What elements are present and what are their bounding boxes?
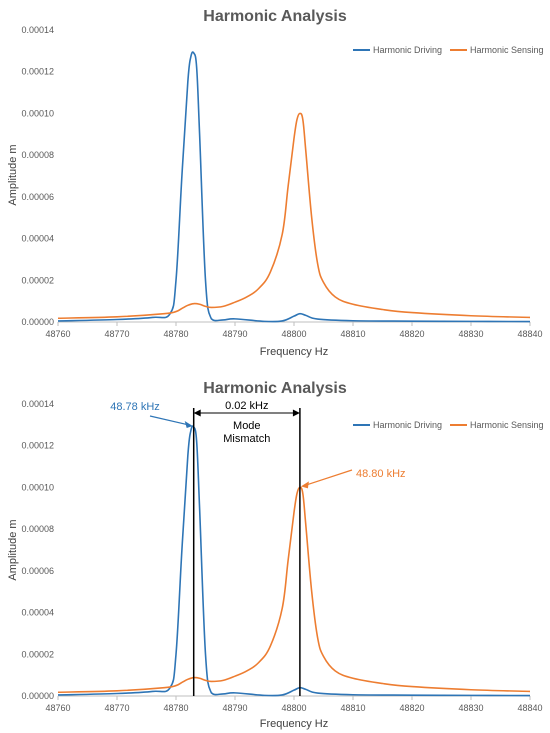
x-tick-label: 48840	[517, 703, 542, 713]
y-tick-label: 0.00012	[21, 67, 54, 77]
chart-bottom-legend: Harmonic Driving Harmonic Sensing	[353, 420, 544, 430]
mismatch-text-line1: Mode	[233, 420, 261, 432]
y-tick-label: 0.00006	[21, 192, 54, 202]
chart-bottom-x-axis-title: Frequency Hz	[260, 718, 328, 730]
x-tick-label: 48760	[45, 703, 70, 713]
chart-bottom-legend-label-driving: Harmonic Driving	[373, 420, 442, 430]
y-tick-label: 0.00004	[21, 234, 54, 244]
peak-sensing-pointer	[304, 469, 353, 486]
y-tick-label: 0.00004	[21, 608, 54, 618]
chart-bottom-title: Harmonic Analysis	[203, 380, 347, 397]
x-tick-label: 48810	[340, 703, 365, 713]
chart-top-y-ticks: 0.00000 0.00002 0.00004 0.00006 0.00008 0.000…	[21, 25, 54, 327]
series-line-harmonic-sensing	[57, 112, 531, 320]
chart-bottom-x-ticks: 48760 48770 48780 48790 48800 48810 48820 48830…	[45, 696, 543, 713]
x-tick-label: 48780	[163, 329, 188, 339]
chart-top: Harmonic Analysis Frequency Hz Amplitude…	[7, 8, 544, 358]
x-tick-label: 48820	[399, 329, 424, 339]
x-tick-label: 48830	[458, 703, 483, 713]
x-tick-label: 48770	[104, 329, 129, 339]
x-tick-label: 48790	[222, 329, 247, 339]
y-tick-label: 0.00010	[21, 108, 54, 118]
chart-bottom-y-axis-title: Amplitude m	[7, 519, 19, 580]
x-tick-label: 48770	[104, 703, 129, 713]
y-tick-label: 0.00012	[21, 441, 54, 451]
mismatch-value-label: 0.02 kHz	[225, 400, 268, 412]
chart-bottom-legend-label-sensing: Harmonic Sensing	[470, 420, 544, 430]
mismatch-arrowhead-right-icon	[292, 409, 300, 417]
peak-sensing-arrowhead-icon	[300, 481, 309, 489]
chart-top-legend: Harmonic Driving Harmonic Sensing	[353, 45, 544, 55]
y-tick-label: 0.00000	[21, 691, 54, 701]
series-line-harmonic-driving	[57, 425, 531, 697]
peak-driving-arrowhead-icon	[184, 420, 193, 428]
peak-driving-label: 48.78 kHz	[110, 401, 160, 413]
chart-top-plot-area	[57, 51, 531, 323]
chart-bottom-y-ticks: 0.00000 0.00002 0.00004 0.00006 0.00008 0.000…	[21, 399, 54, 701]
y-tick-label: 0.00010	[21, 482, 54, 492]
y-tick-label: 0.00002	[21, 275, 54, 285]
peak-driving-pointer	[149, 415, 189, 426]
chart-bottom-annotations: 0.02 kHz Mode Mismatch 48.78 kHz 48.80 k…	[110, 400, 406, 696]
x-tick-label: 48800	[281, 703, 306, 713]
y-tick-label: 0.00008	[21, 524, 54, 534]
y-tick-label: 0.00006	[21, 566, 54, 576]
chart-top-x-ticks: 48760 48770 48780 48790 48800 48810 48820 48830…	[45, 322, 543, 339]
chart-bottom-plot-area	[57, 425, 531, 697]
y-tick-label: 0.00014	[21, 399, 54, 409]
x-tick-label: 48830	[458, 329, 483, 339]
chart-top-legend-label-sensing: Harmonic Sensing	[470, 45, 544, 55]
chart-top-legend-label-driving: Harmonic Driving	[373, 45, 442, 55]
mismatch-text-line2: Mismatch	[223, 433, 270, 445]
y-tick-label: 0.00000	[21, 317, 54, 327]
chart-bottom: Harmonic Analysis Frequency Hz Amplitude…	[7, 380, 544, 730]
y-tick-label: 0.00002	[21, 649, 54, 659]
x-tick-label: 48810	[340, 329, 365, 339]
x-tick-label: 48840	[517, 329, 542, 339]
x-tick-label: 48780	[163, 703, 188, 713]
chart-top-x-axis-title: Frequency Hz	[260, 346, 328, 358]
mismatch-arrowhead-left-icon	[193, 409, 201, 417]
y-tick-label: 0.00014	[21, 25, 54, 35]
series-line-harmonic-sensing	[57, 486, 531, 694]
series-line-harmonic-driving	[57, 51, 531, 323]
x-tick-label: 48760	[45, 329, 70, 339]
chart-top-title: Harmonic Analysis	[203, 8, 347, 25]
peak-sensing-label: 48.80 kHz	[356, 468, 406, 480]
chart-top-y-axis-title: Amplitude m	[7, 144, 19, 205]
x-tick-label: 48790	[222, 703, 247, 713]
x-tick-label: 48800	[281, 329, 306, 339]
x-tick-label: 48820	[399, 703, 424, 713]
y-tick-label: 0.00008	[21, 150, 54, 160]
